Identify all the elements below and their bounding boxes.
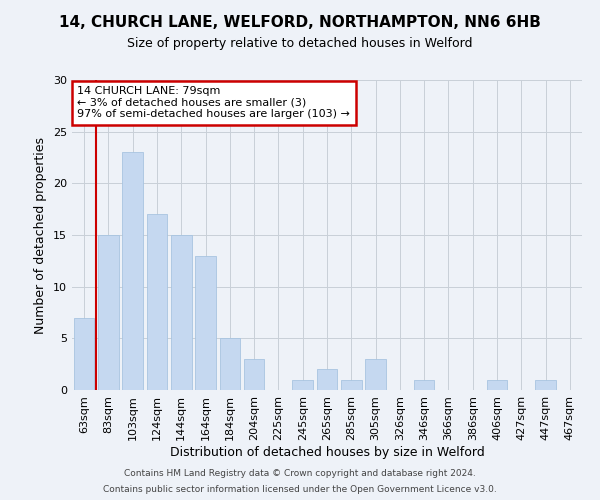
X-axis label: Distribution of detached houses by size in Welford: Distribution of detached houses by size …: [170, 446, 484, 458]
Bar: [146, 214, 167, 390]
Text: Contains public sector information licensed under the Open Government Licence v3: Contains public sector information licen…: [103, 485, 497, 494]
Bar: [122, 152, 143, 390]
Bar: [195, 256, 216, 390]
Text: Size of property relative to detached houses in Welford: Size of property relative to detached ho…: [127, 38, 473, 51]
Text: 14, CHURCH LANE, WELFORD, NORTHAMPTON, NN6 6HB: 14, CHURCH LANE, WELFORD, NORTHAMPTON, N…: [59, 15, 541, 30]
Bar: [414, 380, 434, 390]
Text: Contains HM Land Registry data © Crown copyright and database right 2024.: Contains HM Land Registry data © Crown c…: [124, 468, 476, 477]
Bar: [317, 370, 337, 390]
Bar: [535, 380, 556, 390]
Bar: [341, 380, 362, 390]
Bar: [98, 235, 119, 390]
Bar: [171, 235, 191, 390]
Bar: [292, 380, 313, 390]
Bar: [220, 338, 240, 390]
Text: 14 CHURCH LANE: 79sqm
← 3% of detached houses are smaller (3)
97% of semi-detach: 14 CHURCH LANE: 79sqm ← 3% of detached h…: [77, 86, 350, 120]
Bar: [244, 359, 265, 390]
Bar: [74, 318, 94, 390]
Bar: [365, 359, 386, 390]
Y-axis label: Number of detached properties: Number of detached properties: [34, 136, 47, 334]
Bar: [487, 380, 508, 390]
